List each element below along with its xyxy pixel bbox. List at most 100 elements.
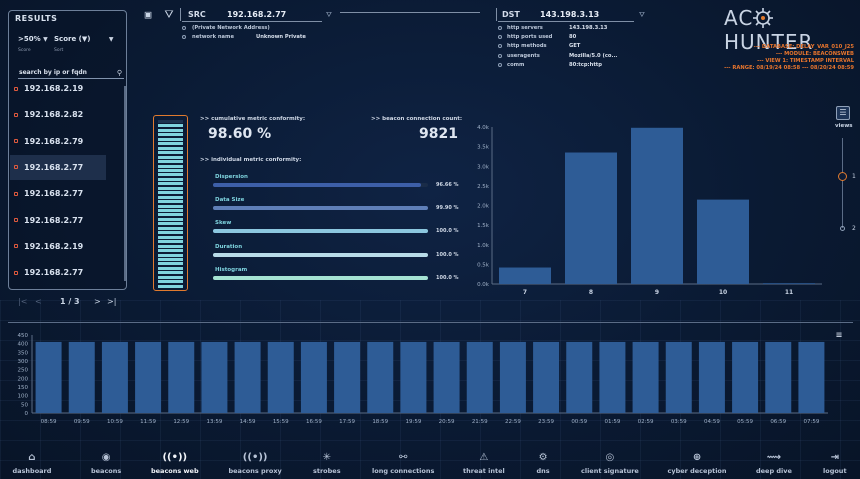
nav-strobes[interactable]: ✳ strobes bbox=[313, 452, 341, 475]
status-dot-icon bbox=[14, 86, 18, 91]
dashboard-icon: ⌂ bbox=[28, 452, 36, 463]
list-item[interactable]: 192.168.2.77 bbox=[10, 181, 106, 206]
timeline-bar[interactable] bbox=[201, 341, 228, 413]
nav-label: beacons proxy bbox=[228, 467, 282, 475]
nav-deep-dive[interactable]: ⟿ deep dive bbox=[756, 452, 792, 475]
timeline-bar[interactable] bbox=[599, 341, 626, 413]
y-tick-label: 0.0k bbox=[477, 282, 490, 288]
next-page-button[interactable]: > bbox=[94, 297, 101, 306]
score-filter-select[interactable]: >50% ▼ bbox=[18, 35, 48, 43]
results-scrollbar[interactable] bbox=[124, 86, 126, 281]
info-key: (Private Network Address) bbox=[192, 25, 270, 31]
first-page-button[interactable]: |< bbox=[18, 297, 28, 306]
meta-module: --- MODULE: BEACONSWEB bbox=[775, 51, 854, 57]
conformity-meter bbox=[153, 115, 188, 291]
list-item[interactable]: 192.168.2.79 bbox=[10, 129, 106, 154]
search-input[interactable]: search by ip or fqdn ⚲ bbox=[18, 67, 124, 79]
nav-beacons-web[interactable]: ((•)) beacons web bbox=[151, 452, 199, 475]
nav-beacons-proxy[interactable]: ((•)) beacons proxy bbox=[229, 452, 282, 475]
timeline-bar[interactable] bbox=[135, 341, 162, 413]
metric-bar bbox=[213, 275, 428, 280]
metric-value: 100.0 % bbox=[436, 251, 459, 258]
timeline-bar[interactable] bbox=[533, 341, 560, 413]
info-key: http ports used bbox=[507, 34, 553, 41]
x-tick-label: 09:59 bbox=[74, 419, 90, 425]
info-value: GET bbox=[569, 43, 581, 50]
count-value: 9821 bbox=[419, 126, 458, 142]
histogram-bar[interactable] bbox=[565, 152, 617, 284]
views-option-2[interactable]: 2 bbox=[852, 225, 856, 232]
deep-dive-icon: ⟿ bbox=[766, 452, 782, 463]
list-view-icon[interactable]: ☰ bbox=[836, 106, 850, 120]
search-placeholder: search by ip or fqdn bbox=[19, 69, 87, 76]
timeline-bar[interactable] bbox=[566, 341, 593, 413]
nav-dashboard[interactable]: ⌂ dashboard bbox=[13, 452, 52, 475]
meter-segment bbox=[158, 209, 183, 212]
beacons-web-icon: ((•)) bbox=[162, 452, 188, 463]
nav-dns[interactable]: ⚙ dns bbox=[537, 452, 550, 475]
nav-beacons[interactable]: ◉ beacons bbox=[91, 452, 121, 475]
sort-select[interactable]: Score (▼) ▼ bbox=[54, 35, 113, 43]
timeline-bar[interactable] bbox=[632, 341, 659, 413]
histogram-bar[interactable] bbox=[631, 127, 683, 284]
timeline-bar[interactable] bbox=[334, 341, 361, 413]
nav-long-connections[interactable]: ⚯ long connections bbox=[372, 452, 434, 475]
views-slider-handle[interactable] bbox=[838, 172, 847, 181]
meter-segment bbox=[158, 284, 183, 288]
timeline-bar[interactable] bbox=[35, 341, 62, 413]
views-radio-2[interactable] bbox=[840, 226, 845, 231]
list-item[interactable]: 192.168.2.19 bbox=[10, 76, 106, 101]
timeline-bar[interactable] bbox=[68, 341, 95, 413]
nav-threat-intel[interactable]: ⚠ threat intel bbox=[463, 452, 505, 475]
count-label: >> beacon connection count: bbox=[371, 116, 463, 122]
timeline-bar[interactable] bbox=[267, 341, 294, 413]
document-icon[interactable]: ▣ bbox=[144, 8, 152, 21]
dst-label: DST bbox=[502, 10, 520, 19]
meter-segment bbox=[158, 266, 183, 270]
timeline-bar[interactable] bbox=[765, 341, 792, 413]
list-item[interactable]: 192.168.2.82 bbox=[10, 102, 106, 127]
timeline-bar[interactable] bbox=[234, 341, 261, 413]
histogram-bar[interactable] bbox=[697, 199, 749, 284]
timeline-bar[interactable] bbox=[665, 341, 692, 413]
timeline-bar[interactable] bbox=[367, 341, 394, 413]
filter-icon[interactable]: ⛛ bbox=[639, 11, 645, 19]
histogram-bar[interactable] bbox=[499, 267, 551, 284]
nav-cyber-deception[interactable]: ⊕ cyber deception bbox=[668, 452, 727, 475]
timeline-bar[interactable] bbox=[400, 341, 427, 413]
timeline-bar[interactable] bbox=[698, 341, 725, 413]
status-dot-icon bbox=[14, 270, 18, 275]
filter-icon[interactable]: ⛛ bbox=[164, 8, 174, 21]
timeline-bar[interactable] bbox=[168, 341, 195, 413]
bullet-icon bbox=[498, 53, 502, 58]
meter-segment bbox=[158, 257, 183, 261]
timeline-bar[interactable] bbox=[433, 341, 460, 413]
y-tick-label: 250 bbox=[18, 368, 29, 374]
timeline-bar[interactable] bbox=[101, 341, 128, 413]
timeline-bar[interactable] bbox=[466, 341, 493, 413]
nav-client-signature[interactable]: ◎ client signature bbox=[581, 452, 639, 475]
list-item[interactable]: 192.168.2.77 bbox=[10, 208, 106, 233]
histogram-bar[interactable] bbox=[763, 283, 815, 284]
dns-icon: ⚙ bbox=[538, 452, 548, 463]
last-page-button[interactable]: >| bbox=[107, 297, 117, 306]
views-slider-track[interactable] bbox=[842, 138, 843, 228]
nav-logout[interactable]: ⇥ logout bbox=[823, 452, 847, 475]
nav-label: long connections bbox=[372, 467, 435, 475]
timeline-bar[interactable] bbox=[798, 341, 825, 413]
menu-icon[interactable]: ≡ bbox=[836, 330, 843, 341]
prev-page-button[interactable]: < bbox=[35, 297, 42, 306]
list-item[interactable]: 192.168.2.77 bbox=[10, 260, 106, 285]
x-tick-label: 22:59 bbox=[505, 419, 521, 425]
info-value: 80:tcp:http bbox=[569, 61, 603, 68]
list-item[interactable]: 192.168.2.77 bbox=[10, 154, 106, 180]
filter-icon[interactable]: ⛛ bbox=[326, 11, 332, 19]
timeline-bar[interactable] bbox=[300, 341, 327, 413]
meter-segment bbox=[158, 191, 183, 195]
list-item[interactable]: 192.168.2.19 bbox=[10, 234, 106, 259]
timeline-bar[interactable] bbox=[732, 341, 759, 413]
nav-label: strobes bbox=[313, 467, 341, 475]
views-option-1[interactable]: 1 bbox=[852, 173, 856, 180]
timeline-bar[interactable] bbox=[499, 341, 526, 413]
x-tick-label: 10:59 bbox=[107, 419, 123, 425]
